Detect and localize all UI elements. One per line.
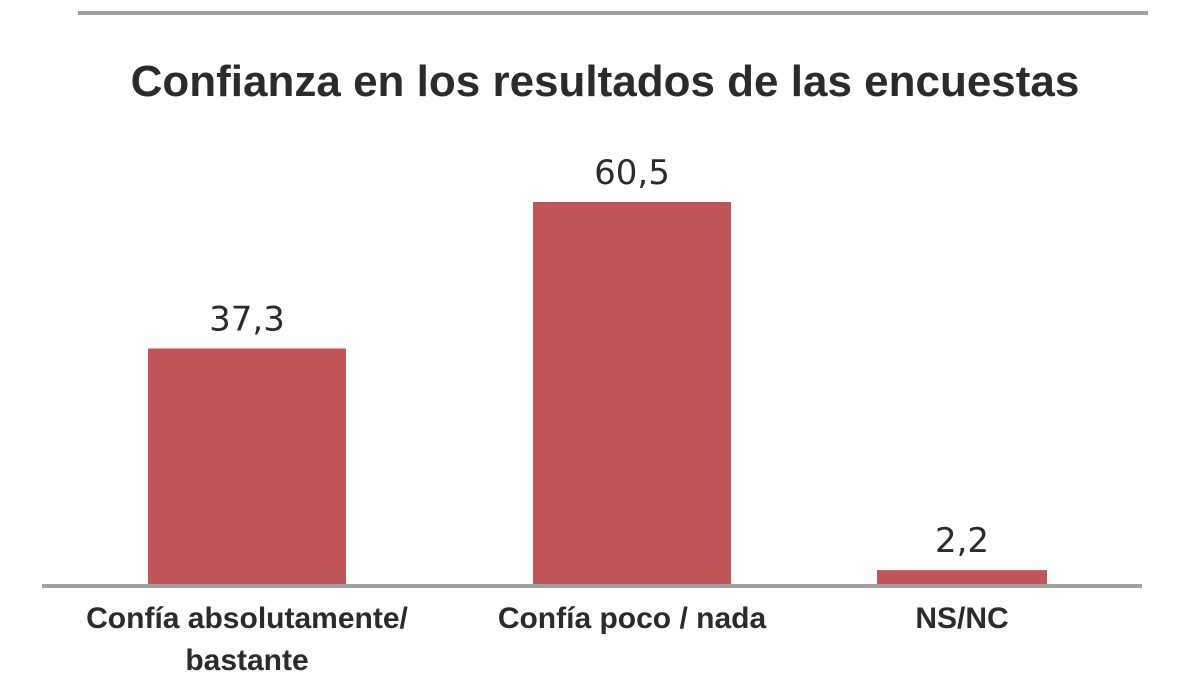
category-label-3: NS/NC — [915, 602, 1008, 635]
bars-group: 37,3 60,5 2,2 — [148, 153, 1047, 584]
value-label-3: 2,2 — [935, 521, 989, 561]
value-label-2: 60,5 — [594, 153, 670, 193]
value-label-1: 37,3 — [209, 299, 285, 339]
category-label-1-line-2: bastante — [185, 644, 308, 677]
bar-3 — [877, 570, 1047, 584]
category-label-1-line-1: Confía absolutamente/ — [86, 602, 408, 635]
bar-1 — [148, 348, 346, 584]
category-label-2: Confía poco / nada — [498, 602, 767, 635]
category-labels-group: Confía absolutamente/bastante Confía poco… — [86, 602, 1009, 677]
bar-2 — [533, 202, 731, 584]
chart-title: Confianza en los resultados de las encue… — [131, 57, 1080, 106]
